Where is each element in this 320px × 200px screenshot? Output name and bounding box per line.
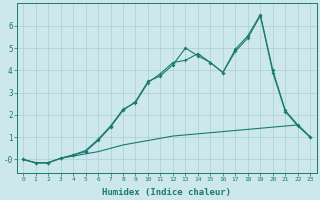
X-axis label: Humidex (Indice chaleur): Humidex (Indice chaleur): [102, 188, 231, 197]
